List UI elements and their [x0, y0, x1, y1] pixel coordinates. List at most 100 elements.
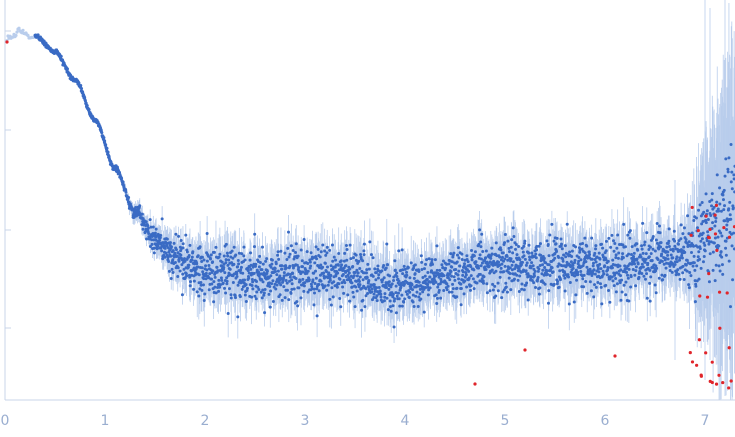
data-point [517, 290, 521, 294]
data-point [224, 291, 228, 295]
data-point [551, 270, 555, 274]
data-point [469, 274, 473, 278]
data-point [521, 260, 524, 264]
data-point [625, 270, 628, 274]
data-point [502, 270, 506, 274]
data-point [614, 277, 618, 281]
data-point [460, 257, 464, 261]
data-point [374, 271, 378, 275]
data-point [173, 261, 177, 265]
data-point [382, 299, 386, 303]
data-point [224, 261, 228, 265]
data-point [630, 245, 634, 249]
data-point [697, 250, 701, 254]
data-point [249, 267, 253, 271]
data-point [627, 267, 631, 271]
data-point [415, 290, 419, 294]
data-point [627, 299, 631, 303]
data-point [336, 263, 340, 267]
data-point [365, 276, 369, 280]
data-point [323, 284, 327, 288]
data-point [291, 272, 295, 276]
data-point [295, 300, 299, 304]
data-point [294, 250, 298, 254]
data-point [523, 257, 527, 261]
data-point [648, 299, 652, 303]
data-point [302, 289, 306, 293]
data-point [77, 81, 81, 85]
data-point [160, 249, 164, 253]
data-point [455, 260, 459, 264]
data-point [306, 261, 310, 265]
data-point [508, 250, 511, 254]
data-point [354, 253, 358, 257]
data-point [287, 255, 291, 259]
data-point [245, 286, 249, 290]
data-point [682, 277, 686, 281]
data-point [464, 273, 468, 277]
data-point [479, 257, 483, 261]
data-point [382, 276, 386, 280]
data-point [494, 269, 498, 273]
data-point [285, 281, 289, 285]
data-point [546, 243, 550, 247]
data-point [271, 299, 275, 303]
data-point [684, 237, 688, 241]
data-point [464, 270, 468, 274]
data-point [654, 264, 658, 268]
data-point [678, 256, 682, 260]
data-point [147, 231, 151, 235]
data-point [555, 282, 559, 286]
data-point [511, 260, 515, 264]
data-point [452, 275, 456, 279]
data-point [261, 245, 264, 249]
data-point [506, 239, 510, 243]
data-point [565, 222, 569, 226]
data-point [643, 260, 647, 264]
data-point [339, 259, 343, 263]
data-point [378, 289, 382, 293]
data-point [225, 282, 229, 286]
data-point [591, 261, 595, 265]
data-point [432, 282, 436, 286]
data-point [601, 246, 605, 250]
data-point [547, 301, 550, 305]
data-point [655, 241, 659, 245]
data-point [479, 245, 483, 249]
data-point [281, 279, 285, 283]
data-point [187, 254, 191, 258]
data-point [240, 252, 244, 256]
data-point [313, 281, 317, 285]
data-point [163, 246, 167, 250]
data-point [323, 249, 327, 253]
data-point [325, 288, 329, 292]
data-point [669, 253, 673, 257]
data-point [587, 250, 591, 254]
data-point [350, 285, 354, 289]
data-point [349, 257, 353, 261]
data-point [480, 232, 484, 236]
data-point [355, 274, 359, 278]
data-point [380, 269, 384, 273]
data-point [413, 272, 417, 276]
data-point [491, 288, 495, 292]
data-point [396, 291, 400, 295]
data-point [369, 253, 373, 257]
data-point [614, 256, 618, 260]
data-point [213, 275, 217, 279]
data-point [496, 281, 500, 285]
data-point [261, 288, 265, 292]
data-point [539, 253, 543, 257]
data-point [386, 308, 390, 312]
data-point [711, 250, 715, 254]
data-point [312, 287, 316, 291]
data-point [312, 303, 316, 307]
data-point [576, 270, 580, 274]
data-point [309, 251, 313, 255]
data-point [169, 277, 173, 281]
data-point [459, 287, 463, 291]
data-point [656, 257, 660, 261]
data-point [351, 290, 355, 294]
data-point [428, 286, 432, 290]
data-point [177, 259, 181, 263]
